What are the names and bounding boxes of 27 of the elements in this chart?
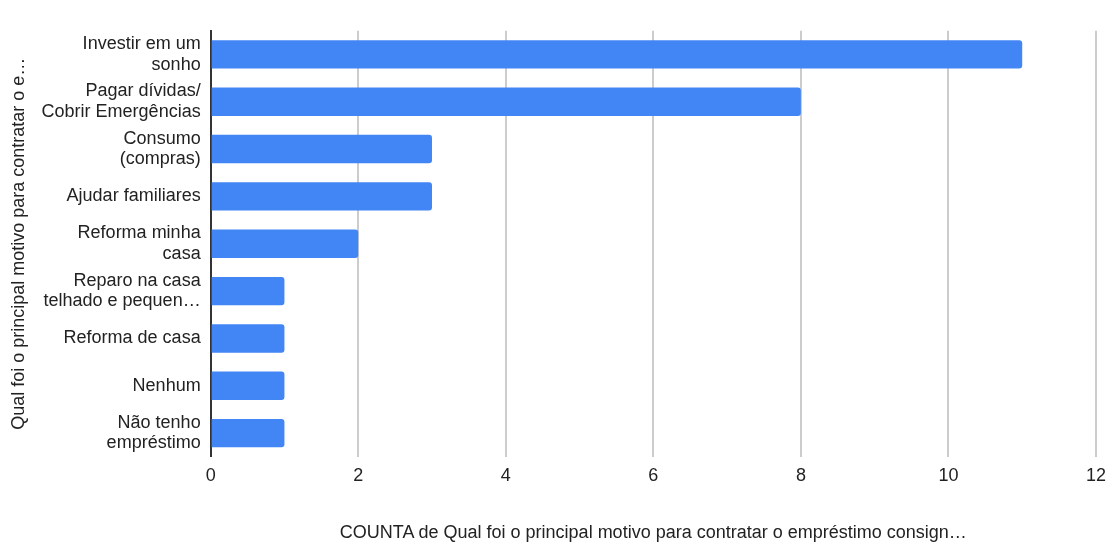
y-tick-label: Reparo na casa telhado e pequen… bbox=[43, 269, 202, 311]
bar bbox=[211, 418, 285, 448]
bar bbox=[211, 87, 801, 116]
y-tick-label: Reforma minha casa bbox=[77, 222, 202, 264]
y-tick-label: Pagar dívidas/ Cobrir Emergências bbox=[41, 80, 201, 122]
y-tick-label: Nenhum bbox=[132, 374, 201, 395]
bar bbox=[211, 182, 432, 211]
x-tick-label: 0 bbox=[205, 464, 216, 485]
bar bbox=[211, 371, 285, 400]
x-tick-label: 4 bbox=[500, 464, 511, 485]
bar bbox=[211, 40, 1023, 69]
bar bbox=[211, 229, 359, 258]
y-tick-label: Consumo (compras) bbox=[119, 127, 201, 169]
y-tick-label: Investir em um sonho bbox=[82, 32, 201, 74]
bar bbox=[211, 134, 432, 164]
y-tick-label: Não tenho empréstimo bbox=[106, 411, 201, 453]
y-axis-title: Qual foi o principal motivo para contratar o e… bbox=[7, 57, 28, 430]
x-tick-label: 6 bbox=[648, 464, 659, 485]
bar bbox=[211, 324, 285, 353]
x-tick-label: 2 bbox=[353, 464, 364, 485]
x-tick-label: 8 bbox=[795, 464, 806, 485]
bar bbox=[211, 276, 285, 306]
y-tick-label: Reforma de casa bbox=[63, 327, 202, 348]
x-tick-label: 12 bbox=[1085, 464, 1106, 485]
x-axis-title: COUNTA de Qual foi o principal motivo para contratar o empréstimo consign… bbox=[339, 522, 967, 543]
x-tick-label: 10 bbox=[938, 464, 959, 485]
y-tick-label: Ajudar familiares bbox=[66, 185, 201, 206]
